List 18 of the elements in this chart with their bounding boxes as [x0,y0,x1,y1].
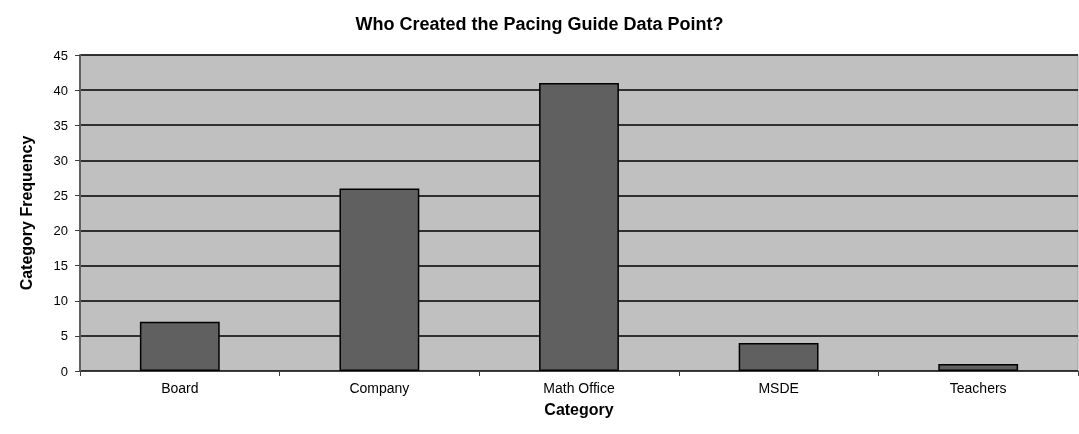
y-tick-label: 40 [53,82,68,98]
y-tick-label: 15 [53,258,68,274]
y-tick-label: 30 [53,152,68,168]
y-tick-label: 25 [53,187,68,203]
x-axis-title: Category [544,400,614,418]
y-tick-label: 35 [53,117,68,133]
x-tick-label: Math Office [543,380,615,396]
y-tick-label: 45 [53,47,68,63]
chart-title: Who Created the Pacing Guide Data Point? [355,14,724,34]
y-tick-label: 0 [60,363,68,379]
x-tick-label: Board [161,380,199,396]
y-tick-label: 10 [53,293,68,309]
x-tick-label: Teachers [949,380,1007,396]
y-axis-title: Category Frequency [17,135,35,291]
x-tick-label: MSDE [758,380,799,396]
x-tick-label: Company [349,380,410,396]
y-tick-label: 20 [53,223,68,239]
y-tick-label: 5 [60,328,68,344]
